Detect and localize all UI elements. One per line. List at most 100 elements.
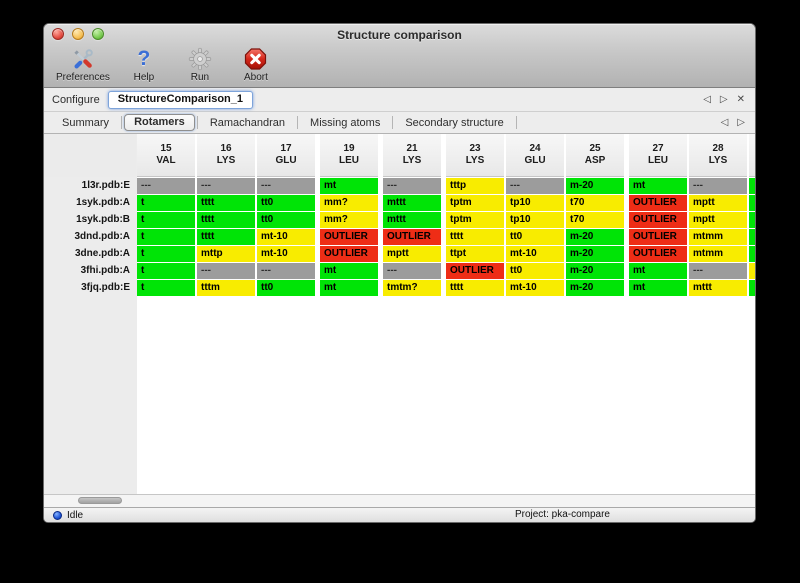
rotamer-cell[interactable]: m-20 [566,263,624,279]
run-button[interactable]: Run [174,45,226,84]
column-header-27-LEU[interactable]: 27 LEU [629,134,687,177]
row-label[interactable]: 3fhi.pdb:A [80,265,130,276]
rotamer-cell[interactable]: tttt [446,229,504,245]
row-label[interactable]: 1syk.pdb:B [76,214,130,225]
rotamer-cell[interactable]: mt-10 [257,229,315,245]
close-config-icon[interactable]: ✕ [736,93,745,105]
rotamer-cell[interactable]: mm? [320,212,378,228]
close-button[interactable] [52,28,64,40]
rotamer-cell[interactable]: tt0 [257,195,315,211]
rotamer-cell[interactable]: --- [257,263,315,279]
rotamer-cell[interactable]: tt0 [257,212,315,228]
column-header-23-LYS[interactable]: 23 LYS [446,134,504,177]
rotamer-cell[interactable]: mt-10 [257,246,315,262]
rotamer-cell[interactable]: mt [320,178,378,194]
tab-rotamers[interactable]: Rotamers [124,114,195,131]
rotamer-cell[interactable]: mttt [689,280,747,296]
rotamer-cell[interactable]: mttp [197,246,255,262]
column-header-17-GLU[interactable]: 17 GLU [257,134,315,177]
rotamer-cell[interactable]: --- [197,263,255,279]
rotamer-cell[interactable]: OUTLIER [446,263,504,279]
rotamer-cell[interactable]: tt0 [257,280,315,296]
next-config-icon[interactable]: ▷ [719,93,728,105]
scrollbar-thumb[interactable] [78,497,122,504]
rotamer-cell[interactable]: tttt [197,229,255,245]
tab-secondary-structure[interactable]: Secondary structure [405,116,504,129]
rotamer-cell[interactable]: t [137,280,195,296]
rotamer-cell[interactable]: tp10 [506,212,564,228]
help-button[interactable]: ? Help [118,45,170,84]
row-label[interactable]: 3dne.pdb:A [75,248,130,259]
rotamer-cell[interactable]: --- [689,178,747,194]
rotamer-cell[interactable]: mptt [689,195,747,211]
row-label[interactable]: 1l3r.pdb:E [81,180,130,191]
rotamer-cell[interactable]: mptt [383,246,441,262]
rotamer-cell[interactable]: t70 [566,195,624,211]
rotamer-cell[interactable]: m-20 [566,280,624,296]
rotamer-cell[interactable]: mt-10 [506,246,564,262]
rotamer-cell[interactable]: m-20 [566,229,624,245]
column-header-24-GLU[interactable]: 24 GLU [506,134,564,177]
column-header-28-LYS[interactable]: 28 LYS [689,134,747,177]
rotamer-cell[interactable]: mttt [383,212,441,228]
tab-missing-atoms[interactable]: Missing atoms [310,116,381,129]
column-header-15-VAL[interactable]: 15 VAL [137,134,195,177]
rotamer-cell[interactable]: tttt [197,212,255,228]
rotamer-cell[interactable]: OUTLIER [383,229,441,245]
preferences-button[interactable]: Preferences [52,45,114,84]
rotamer-cell[interactable]: t [137,246,195,262]
zoom-button[interactable] [92,28,104,40]
rotamer-cell[interactable]: mptt [689,212,747,228]
rotamer-cell[interactable]: OUTLIER [320,229,378,245]
rotamer-cell[interactable]: OUTLIER [629,195,687,211]
title-bar[interactable]: Structure comparison [44,24,755,45]
row-label[interactable]: 3fjq.pdb:E [81,282,130,293]
rotamer-cell[interactable]: OUTLIER [629,229,687,245]
rotamer-cell[interactable]: mtmm [689,246,747,262]
rotamer-cell[interactable]: tttt [197,195,255,211]
rotamer-cell[interactable]: mt-10 [506,280,564,296]
rotamer-cell[interactable]: --- [506,178,564,194]
rotamer-cell[interactable]: tttt [446,280,504,296]
rotamer-cell[interactable]: tt0 [506,229,564,245]
rotamer-cell[interactable]: tptm [446,195,504,211]
rotamer-cell[interactable]: tp10 [506,195,564,211]
column-header-21-LYS[interactable]: 21 LYS [383,134,441,177]
rotamer-cell[interactable]: OUTLIER [320,246,378,262]
tab-ramachandran[interactable]: Ramachandran [209,116,286,129]
rotamer-cell[interactable]: m-20 [566,246,624,262]
rotamer-cell[interactable]: t [137,212,195,228]
rotamer-cell[interactable]: mt [629,263,687,279]
prev-config-icon[interactable]: ◁ [703,93,711,105]
rotamer-cell[interactable]: tmtm? [383,280,441,296]
rotamer-cell[interactable]: mt [629,280,687,296]
rotamer-cell[interactable]: tptm [446,212,504,228]
rotamer-cell[interactable]: --- [383,263,441,279]
rotamer-cell[interactable]: tttm [197,280,255,296]
rotamer-cell[interactable]: mm? [320,195,378,211]
horizontal-scrollbar[interactable] [44,494,755,507]
rotamer-cell[interactable]: mt [320,263,378,279]
rotamer-cell[interactable]: mttt [383,195,441,211]
rotamer-cell[interactable]: --- [137,178,195,194]
rotamer-cell[interactable]: mt [320,280,378,296]
rotamer-cell[interactable]: t [137,263,195,279]
column-header-25-ASP[interactable]: 25 ASP [566,134,624,177]
abort-button[interactable]: Abort [230,45,282,84]
column-header-16-LYS[interactable]: 16 LYS [197,134,255,177]
row-label[interactable]: 1syk.pdb:A [76,197,130,208]
row-label[interactable]: 3dnd.pdb:A [74,231,130,242]
rotamer-cell[interactable]: --- [197,178,255,194]
rotamer-cell[interactable]: t [137,195,195,211]
rotamer-cell[interactable]: OUTLIER [629,212,687,228]
rotamer-cell[interactable]: --- [383,178,441,194]
minimize-button[interactable] [72,28,84,40]
rotamer-cell[interactable]: --- [257,178,315,194]
rotamer-cell[interactable]: mt [629,178,687,194]
prev-tab-icon[interactable]: ◁ [720,116,729,128]
tab-summary[interactable]: Summary [62,116,110,129]
rotamer-cell[interactable]: --- [689,263,747,279]
rotamer-cell[interactable]: mtmm [689,229,747,245]
rotamer-cell[interactable]: t [137,229,195,245]
rotamer-cell[interactable]: t70 [566,212,624,228]
